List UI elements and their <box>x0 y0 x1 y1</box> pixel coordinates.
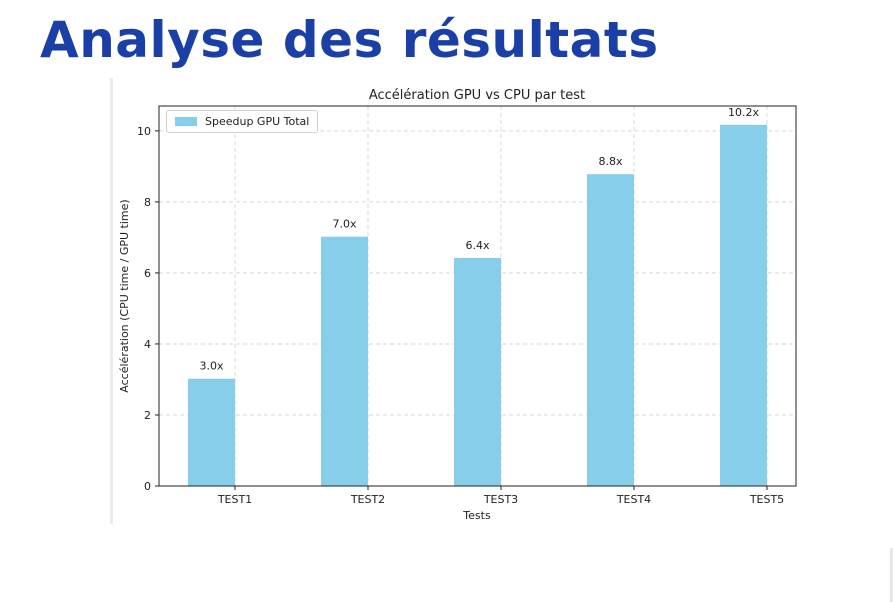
x-axis-label: Tests <box>462 509 491 522</box>
bar-value-label: 6.4x <box>465 239 489 252</box>
bar-chart: Accélération GPU vs CPU par test 3.0x 7.0… <box>118 88 797 522</box>
bar-value-label: 3.0x <box>199 360 223 373</box>
data-labels: 3.0x 7.0x 6.4x 8.8x 10.2x <box>199 106 759 373</box>
x-tick-label: TEST5 <box>749 493 784 506</box>
bar <box>321 236 368 486</box>
bar-value-label: 10.2x <box>728 106 759 119</box>
bar-value-label: 8.8x <box>598 155 622 168</box>
legend: Speedup GPU Total <box>166 110 319 133</box>
x-tick-label: TEST2 <box>350 493 385 506</box>
y-tick-label: 8 <box>144 196 151 209</box>
x-tick-label: TEST3 <box>483 493 518 506</box>
legend-swatch <box>175 117 197 126</box>
bar <box>720 124 767 486</box>
x-tick-label: TEST4 <box>616 493 651 506</box>
bar <box>454 258 501 486</box>
bar-value-label: 7.0x <box>332 218 356 231</box>
y-tick-label: 0 <box>144 480 151 493</box>
y-tick-label: 6 <box>144 267 151 280</box>
y-axis-ticks: 0 2 4 6 8 10 <box>137 125 159 493</box>
bar <box>587 174 634 486</box>
legend-label: Speedup GPU Total <box>205 115 310 128</box>
bar <box>188 378 235 486</box>
bars <box>188 124 767 486</box>
y-tick-label: 4 <box>144 338 151 351</box>
chart-title: Accélération GPU vs CPU par test <box>369 88 585 103</box>
y-axis-label: Accélération (CPU time / GPU time) <box>118 199 131 392</box>
plot-area-border <box>158 105 797 487</box>
slide-title: Analyse des résultats <box>40 11 659 69</box>
y-tick-label: 2 <box>144 409 151 422</box>
x-tick-label: TEST1 <box>217 493 252 506</box>
x-axis-ticks: TEST1 TEST2 TEST3 TEST4 TEST5 <box>217 486 784 506</box>
y-tick-label: 10 <box>137 125 151 138</box>
